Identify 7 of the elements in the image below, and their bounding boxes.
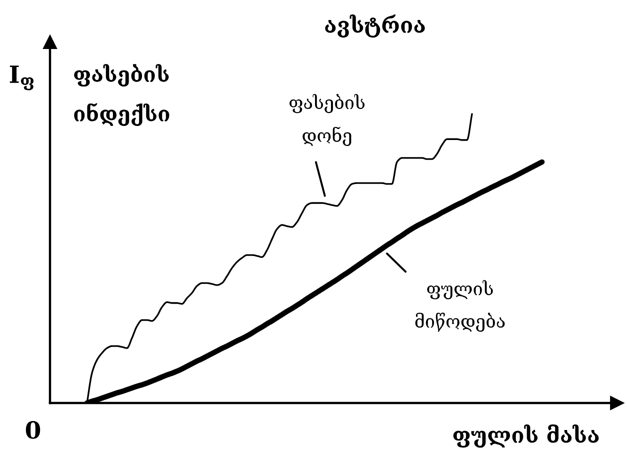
annotation: ფასების ინდექსი (74, 64, 170, 126)
text: ფასების დონე (290, 94, 364, 146)
x-axis-title: ფულის მასა (453, 424, 599, 448)
chart-title: ავსტრია (325, 14, 425, 38)
text: ფულის მიწოდება (415, 280, 505, 332)
text: 0 (26, 420, 40, 439)
y-axis-title: I$_{ფ}$ (10, 66, 34, 90)
